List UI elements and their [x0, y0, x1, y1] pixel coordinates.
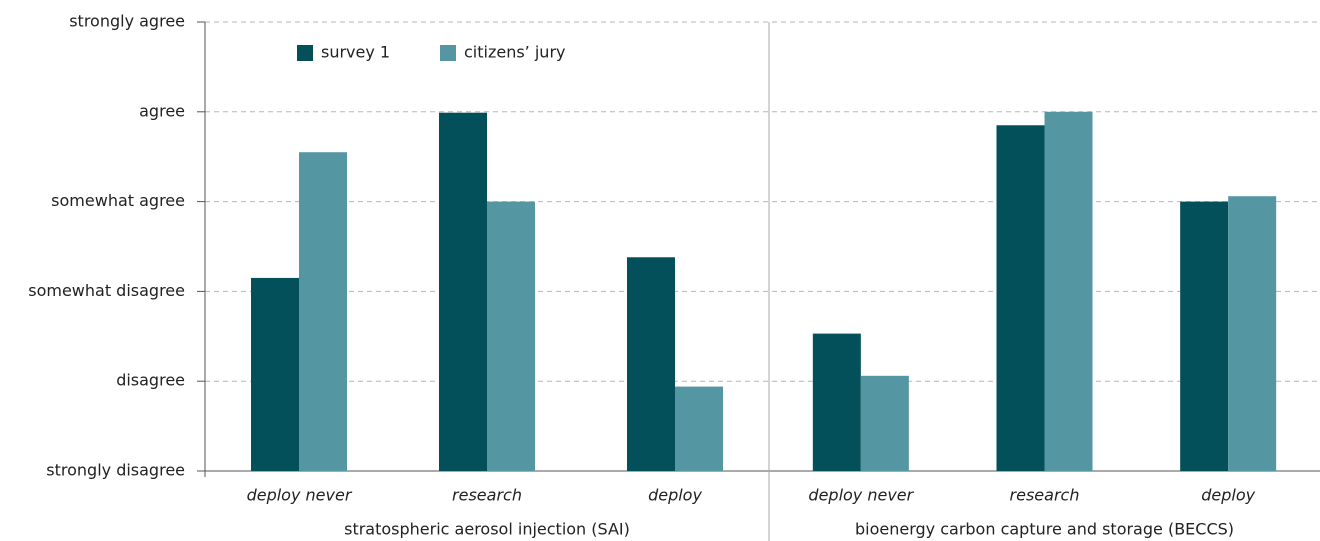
group-label: stratospheric aerosol injection (SAI)	[344, 520, 630, 539]
bar	[812, 333, 861, 471]
x-tick-label: deploy	[1201, 486, 1255, 505]
legend-label: citizens’ jury	[464, 43, 565, 62]
bar	[860, 375, 909, 471]
bar	[1228, 196, 1277, 471]
bar	[251, 277, 299, 471]
x-tick-label: deploy never	[247, 486, 353, 505]
bar	[299, 152, 347, 471]
bar	[439, 112, 487, 471]
legend-label: survey 1	[321, 43, 390, 62]
legend-swatch	[440, 45, 456, 61]
bar	[1044, 111, 1093, 472]
bar	[487, 201, 535, 471]
bar	[627, 257, 675, 471]
x-tick-label: deploy	[648, 486, 702, 505]
y-tick-label: somewhat disagree	[28, 281, 185, 300]
y-tick-label: agree	[139, 101, 185, 120]
bar	[996, 125, 1045, 472]
y-tick-label: somewhat agree	[51, 191, 185, 210]
y-tick-label: strongly disagree	[46, 461, 185, 480]
group-label: bioenergy carbon capture and storage (BE…	[855, 520, 1234, 539]
y-tick-label: disagree	[116, 371, 185, 390]
x-tick-label: deploy never	[808, 486, 914, 505]
x-tick-label: research	[452, 486, 522, 505]
bar	[675, 386, 723, 471]
legend-swatch	[297, 45, 313, 61]
bar	[1180, 201, 1229, 471]
x-tick-label: research	[1010, 486, 1080, 505]
y-tick-label: strongly agree	[69, 12, 185, 31]
